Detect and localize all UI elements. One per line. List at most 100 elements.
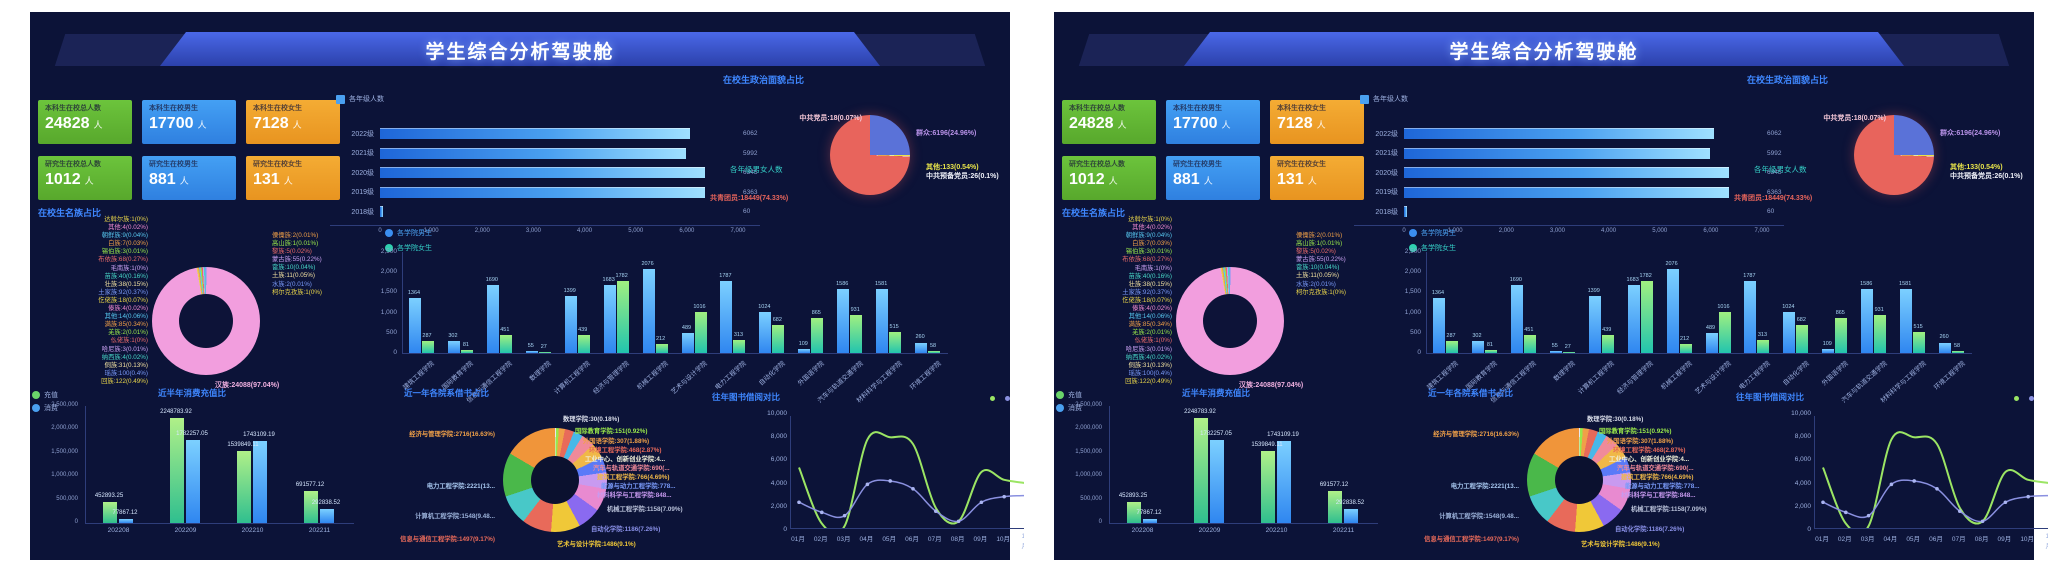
college-bar-male[interactable] — [1510, 284, 1523, 353]
college-bar-male[interactable] — [1939, 342, 1952, 353]
legend-grade[interactable]: 各年级人数 — [336, 94, 384, 104]
consume-plot-area[interactable] — [85, 406, 354, 524]
college-bar-male[interactable] — [759, 311, 772, 353]
consume-bar-xiaofei[interactable] — [1143, 519, 1157, 523]
college-bar-male[interactable] — [486, 284, 499, 353]
line-point-marker[interactable] — [2026, 494, 2030, 499]
legend-college-male[interactable]: 各学院男生 — [1409, 228, 1456, 238]
college-bar-female[interactable] — [499, 334, 512, 353]
legend-college-male[interactable]: 各学院男生 — [385, 228, 432, 238]
college-bar-female[interactable] — [850, 315, 863, 353]
line-point-marker[interactable] — [1980, 519, 1985, 524]
grade-bar[interactable] — [380, 147, 687, 159]
ethnicity-donut-chart[interactable]: 达斡尔族:1(0%) 其他:4(0.02%) 朝鲜族:9(0.04%) 白族:7(0.… — [30, 212, 365, 397]
line-series-purple[interactable] — [1822, 479, 2048, 523]
line-point-marker[interactable] — [820, 510, 824, 515]
college-bar-male[interactable] — [876, 289, 889, 353]
line-point-marker[interactable] — [1821, 500, 1825, 505]
borrow-line-plot[interactable] — [790, 416, 1031, 529]
line-legend-dot-purple[interactable] — [2029, 396, 2034, 401]
consume-bar-chongzhi[interactable] — [170, 417, 184, 523]
politics-pie-chart[interactable]: 在校生政治面貌占比 中共党员:18(0.07%) 群众:6196(24.96%)… — [650, 67, 1010, 232]
line-point-marker[interactable] — [1866, 513, 1871, 518]
borrow-line-chart[interactable]: 往年图书借阅对比 10,000 8,000 6,000 4,000 2,000 0 01月… — [1714, 384, 2048, 556]
college-bar-female[interactable] — [1640, 281, 1653, 353]
college-bar-male[interactable] — [1588, 296, 1601, 353]
grade-bar-chart[interactable]: 各年级人数 2022级 6062 2021级 5992 2020级 6345 2019级 63… — [1354, 82, 1784, 237]
college-bar-male[interactable] — [1666, 269, 1679, 353]
books-donut-chart[interactable]: 近一年各院系借书占比 数理学院:30(0.18%) 国际教育学院:151(0.92… — [1384, 384, 1814, 556]
college-bar-male[interactable] — [603, 285, 616, 353]
grade-bar-chart[interactable]: 各年级人数 2022级 6062 2021级 5992 2020级 6345 2019级 63… — [330, 82, 760, 237]
college-bar-female[interactable] — [655, 344, 668, 353]
grade-bar[interactable] — [380, 128, 691, 140]
college-bar-female[interactable] — [733, 340, 746, 353]
college-bar-male[interactable] — [1471, 340, 1484, 353]
books-donut-chart[interactable]: 近一年各院系借书占比 数理学院:30(0.18%) 国际教育学院:151(0.92… — [360, 384, 790, 556]
line-point-marker[interactable] — [1935, 487, 1939, 491]
consume-bar-xiaofei[interactable] — [1277, 441, 1291, 523]
college-bar-male[interactable] — [1861, 288, 1874, 353]
college-bar-male[interactable] — [1705, 333, 1718, 353]
politics-pie-chart[interactable]: 在校生政治面貌占比 中共党员:18(0.07%) 群众:6196(24.96%)… — [1674, 67, 2034, 232]
college-bar-female[interactable] — [1874, 315, 1887, 353]
college-bar-female[interactable] — [1913, 332, 1926, 353]
college-bar-female[interactable] — [460, 349, 473, 353]
college-bar-male[interactable] — [1783, 311, 1796, 353]
borrow-line-chart[interactable]: 往年图书借阅对比 10,000 8,000 6,000 4,000 2,000 0 01月… — [690, 384, 1035, 556]
college-bar-male[interactable] — [447, 340, 460, 353]
college-bar-female[interactable] — [772, 325, 785, 353]
college-bar-male[interactable] — [1433, 297, 1445, 353]
line-point-marker[interactable] — [1844, 510, 1848, 515]
legend-chongzhi[interactable]: 充值 — [32, 390, 58, 400]
college-bar-male[interactable] — [1627, 285, 1640, 353]
grade-bar[interactable] — [1404, 206, 1408, 218]
college-bar-female[interactable] — [1757, 340, 1770, 353]
college-bar-male[interactable] — [681, 333, 694, 353]
politics-pie[interactable] — [1854, 115, 1934, 195]
college-bar-female[interactable] — [422, 341, 434, 353]
consume-bar-chongzhi[interactable] — [1261, 450, 1275, 523]
line-point-marker[interactable] — [956, 519, 961, 524]
legend-grade[interactable]: 各年级人数 — [1360, 94, 1408, 104]
line-series-purple[interactable] — [798, 479, 1028, 523]
college-bar-female[interactable] — [928, 350, 941, 353]
line-point-marker[interactable] — [842, 513, 847, 518]
legend-xiaofei[interactable]: 消费 — [32, 403, 58, 413]
college-bar-female[interactable] — [1835, 318, 1848, 353]
legend-college-female[interactable]: 各学院女生 — [385, 243, 432, 253]
ethnicity-donut-ring[interactable] — [1176, 267, 1284, 375]
line-point-marker[interactable] — [1002, 494, 1006, 499]
line-point-marker[interactable] — [797, 500, 801, 505]
college-bar-male[interactable] — [409, 297, 421, 353]
consume-bar-xiaofei[interactable] — [119, 519, 133, 523]
college-bar-female[interactable] — [811, 318, 824, 353]
consume-bar-chongzhi[interactable] — [1328, 490, 1342, 523]
college-bar-female[interactable] — [889, 332, 902, 353]
college-bar-female[interactable] — [538, 351, 551, 353]
legend-college-female[interactable]: 各学院女生 — [1409, 243, 1456, 253]
grade-bar[interactable] — [1404, 147, 1711, 159]
consume-bar-chongzhi[interactable] — [103, 501, 117, 523]
grade-bar[interactable] — [1404, 167, 1729, 179]
grade-bar[interactable] — [380, 206, 384, 218]
line-point-marker[interactable] — [2003, 500, 2008, 505]
consume-bar-chongzhi[interactable] — [1194, 417, 1208, 523]
consume-bar-xiaofei[interactable] — [253, 441, 267, 523]
line-point-marker[interactable] — [888, 479, 892, 483]
consume-bar-xiaofei[interactable] — [1344, 509, 1358, 523]
line-series-green[interactable] — [798, 431, 1028, 529]
college-bar-female[interactable] — [1562, 351, 1575, 353]
line-point-marker[interactable] — [1958, 509, 1962, 513]
college-bar-male[interactable] — [798, 348, 811, 353]
college-bar-female[interactable] — [1796, 325, 1809, 353]
college-bar-male[interactable] — [1900, 289, 1913, 353]
college-bar-male[interactable] — [564, 296, 577, 353]
line-point-marker[interactable] — [979, 500, 984, 505]
consume-bar-chongzhi[interactable] — [237, 450, 251, 523]
college-bar-female[interactable] — [1601, 335, 1614, 353]
line-series-green[interactable] — [1822, 431, 2048, 529]
ethnicity-donut-chart[interactable]: 达斡尔族:1(0%) 其他:4(0.02%) 朝鲜族:9(0.04%) 白族:7(0.… — [1054, 212, 1389, 397]
college-bar-female[interactable] — [1952, 350, 1965, 353]
line-legend-dot-green[interactable] — [990, 396, 995, 401]
